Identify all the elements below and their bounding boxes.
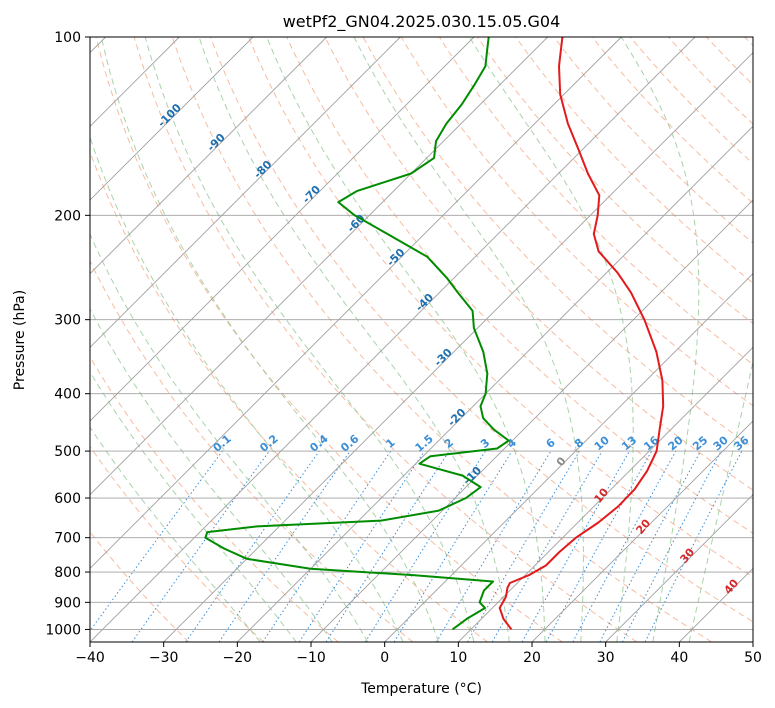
- isotherm-line: [605, 494, 753, 642]
- y-tick-label: 200: [54, 208, 81, 224]
- dry-adiabat: [324, 37, 753, 491]
- isotherm-line: [90, 37, 401, 348]
- dry-adiabat: [90, 259, 414, 642]
- y-axis-label: Pressure (hPa): [12, 290, 28, 390]
- mixing-ratio-line: [90, 450, 223, 632]
- mixing-ratio-line: [298, 450, 425, 642]
- isotherm-line: [531, 420, 753, 642]
- x-tick-label: 40: [670, 650, 688, 666]
- plot-area: -100-90-80-70-60-50-40-30-20-10 0.1 0.2 0.…: [90, 37, 753, 642]
- x-tick-label: −40: [75, 650, 105, 666]
- sounding-series: [204, 37, 665, 631]
- y-tick-label: 900: [54, 595, 81, 611]
- mixing-ratio-line: [545, 450, 653, 642]
- moist-adiabat: [620, 37, 700, 642]
- dry-adiabat: [90, 445, 264, 642]
- mixing-ratio-line: [185, 450, 320, 642]
- moist-adiabat: [688, 358, 753, 642]
- dry-adiabats: [90, 37, 753, 642]
- x-axis-label: Temperature (°C): [360, 681, 482, 697]
- mixing-ratio-line: [262, 450, 392, 642]
- mixing-ratio-line: [393, 450, 513, 642]
- mixing-ratio-line: [218, 450, 351, 642]
- dry-adiabat: [286, 37, 753, 534]
- x-tick-label: 10: [449, 650, 467, 666]
- x-tick-label: −10: [296, 650, 326, 666]
- mixing-ratio-line: [131, 450, 270, 642]
- moist-adiabat: [353, 37, 584, 642]
- y-tick-label: 800: [54, 565, 81, 581]
- x-tick-label: 0: [380, 650, 389, 666]
- mixing-ratio-line: [325, 450, 450, 642]
- isotherm-line: [90, 37, 548, 496]
- dry-adiabat: [210, 37, 753, 623]
- isotherm-line: [90, 37, 254, 201]
- plot-frame: [89, 36, 754, 643]
- moist-adiabat: [90, 308, 333, 642]
- moist-adiabat: [144, 37, 475, 642]
- y-axis-ticks: 100 200 300 400 500 600 700 800 900 1000: [45, 30, 90, 638]
- isotherm-line: [90, 37, 696, 642]
- y-tick-label: 600: [54, 491, 81, 507]
- mixing-ratio-line: [644, 450, 743, 642]
- isotherm-line: [90, 37, 327, 275]
- moist-adiabat: [100, 37, 439, 642]
- y-tick-label: 400: [54, 387, 81, 403]
- isotherm-line: [90, 37, 475, 422]
- dry-adiabat: [171, 37, 712, 642]
- x-axis-ticks: −40 −30 −20 −10 0 10 20 30 40 50: [75, 642, 762, 666]
- moist-adiabat: [90, 232, 369, 642]
- y-tick-label: 700: [54, 531, 81, 547]
- mixing-ratio-line: [572, 450, 677, 642]
- isotherm-line: [237, 125, 753, 642]
- pressure-gridlines: [90, 37, 753, 630]
- isotherm-line: [90, 37, 622, 569]
- moist-adiabat: [90, 370, 297, 642]
- y-tick-label: 1000: [45, 622, 81, 638]
- x-tick-label: −30: [149, 650, 179, 666]
- isotherm-line: [163, 52, 753, 642]
- dry-adiabat: [90, 356, 339, 642]
- chart-title: wetPf2_GN04.2025.030.15.05.G04: [283, 12, 561, 32]
- isotherm-line: [458, 346, 753, 642]
- mixing-ratio-lines: [90, 450, 743, 642]
- dry-adiabat: [515, 37, 753, 284]
- x-tick-label: 30: [597, 650, 615, 666]
- mixing-ratio-line: [521, 450, 630, 642]
- x-tick-label: 20: [523, 650, 541, 666]
- y-tick-label: 500: [54, 444, 81, 460]
- moist-adiabat: [266, 37, 546, 642]
- y-tick-label: 100: [54, 30, 81, 46]
- x-tick-label: −20: [223, 650, 253, 666]
- isotherm-line: [310, 199, 753, 642]
- moist-adiabat: [90, 426, 261, 642]
- dry-adiabat: [133, 37, 638, 642]
- x-tick-label: 50: [744, 650, 762, 666]
- dewpoint-line: [204, 37, 510, 631]
- moist-adiabat: [90, 135, 404, 642]
- dry-adiabat: [248, 37, 753, 578]
- y-tick-label: 300: [54, 313, 81, 329]
- temperature-line: [498, 37, 665, 631]
- isotherm-line: [384, 273, 753, 642]
- isotherms: [90, 37, 753, 642]
